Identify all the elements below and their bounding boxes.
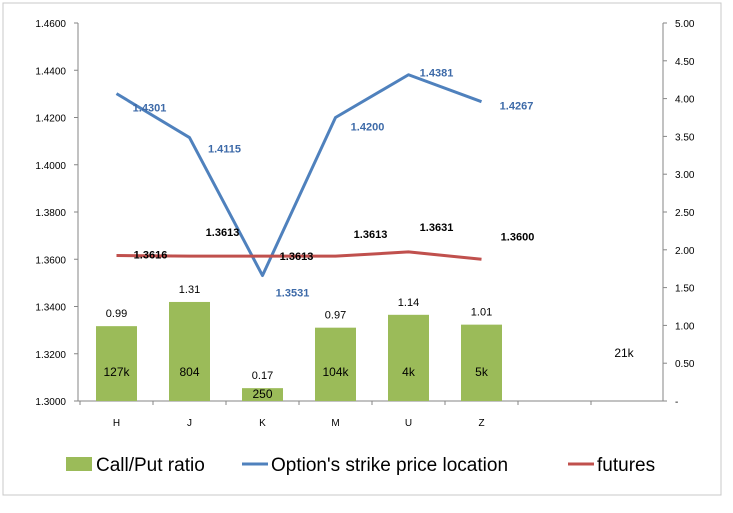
legend-label-strike: Option's strike price location	[271, 455, 508, 476]
futures-line	[116, 250, 482, 261]
right-tick-label: 2.50	[675, 208, 695, 219]
left-tick-label: 1.4400	[35, 66, 66, 77]
bar-volume-label: 250	[252, 387, 272, 401]
bar-K	[242, 388, 283, 401]
right-tick-label: 4.50	[675, 57, 695, 68]
left-tick-label: 1.4600	[35, 19, 66, 30]
left-tick-label: 1.3000	[35, 397, 66, 408]
axes: 1.3000 1.3200 1.3400 1.3600 1.3800 1.4000 1.42…	[35, 19, 694, 429]
right-tick-label: 3.50	[675, 132, 695, 143]
bar-Z	[461, 324, 502, 401]
left-tick-label: 1.3400	[35, 303, 66, 314]
bar-J	[169, 301, 210, 401]
legend-swatch-bar	[66, 457, 92, 471]
strike-price-label: 1.4200	[351, 122, 385, 134]
strike-price-label: 1.3531	[276, 288, 310, 300]
right-tick-label: 4.00	[675, 95, 695, 106]
futures-label: 1.3631	[420, 222, 454, 234]
strike-price-line	[115, 73, 483, 278]
right-tick-label: 1.00	[675, 321, 695, 332]
legend: Call/Put ratio Option's strike price loca…	[66, 455, 655, 476]
left-tick-label: 1.3800	[35, 208, 66, 219]
legend-label-futures: futures	[597, 455, 655, 476]
x-tick-label-K: K	[259, 418, 266, 429]
left-tick-label: 1.4200	[35, 114, 66, 125]
strike-price-label: 1.4115	[208, 144, 241, 156]
chart-border	[2, 2, 722, 496]
bar-volume-label: 4k	[402, 365, 416, 379]
futures-label: 1.3613	[206, 227, 240, 239]
bar-H	[96, 326, 137, 401]
bar-value-label: 1.01	[471, 307, 492, 319]
bar-volume-label: 104k	[322, 365, 349, 379]
bars	[96, 301, 502, 401]
x-tick-label-Z: Z	[478, 418, 484, 429]
right-tick-label: 1.50	[675, 284, 695, 295]
bar-M	[315, 327, 356, 401]
strike-price-label: 1.4381	[420, 68, 454, 80]
right-tick-label: 2.00	[675, 246, 695, 257]
x-tick-label-M: M	[331, 418, 339, 429]
bar-value-label: 0.17	[252, 370, 273, 382]
data-labels: 0.99 127k 1.31 804 0.17 250 0.97 104k 1.14 4k 1.01…	[103, 68, 634, 401]
bar-value-label: 0.97	[325, 310, 346, 322]
strike-price-label: 1.4301	[133, 103, 167, 115]
strike-price-label: 1.4267	[500, 101, 534, 113]
x-tick-label-U: U	[405, 418, 412, 429]
bar-value-label: 0.99	[106, 308, 127, 320]
right-tick-label: -	[675, 397, 678, 408]
right-tick-label: 5.00	[675, 19, 695, 30]
bar-volume-label: 5k	[475, 365, 489, 379]
futures-label: 1.3616	[134, 249, 168, 261]
futures-label: 1.3600	[501, 231, 535, 243]
bar-value-label: 1.31	[179, 284, 200, 296]
right-tick-label: 0.50	[675, 359, 695, 370]
right-tick-label: 3.00	[675, 170, 695, 181]
x-tick-label-H: H	[113, 418, 120, 429]
bar-volume-label: 127k	[103, 365, 130, 379]
left-tick-label: 1.3600	[35, 255, 66, 266]
lines	[115, 73, 483, 278]
bar-U	[388, 314, 429, 401]
bar-volume-label: 804	[179, 365, 199, 379]
legend-label-call-put: Call/Put ratio	[96, 455, 205, 476]
extra-volume-label: 21k	[614, 346, 634, 360]
left-tick-label: 1.3200	[35, 350, 66, 361]
left-tick-label: 1.4000	[35, 161, 66, 172]
futures-label: 1.3613	[354, 229, 388, 241]
futures-label: 1.3613	[280, 251, 314, 263]
x-tick-label-J: J	[187, 418, 192, 429]
bar-value-label: 1.14	[398, 297, 419, 309]
